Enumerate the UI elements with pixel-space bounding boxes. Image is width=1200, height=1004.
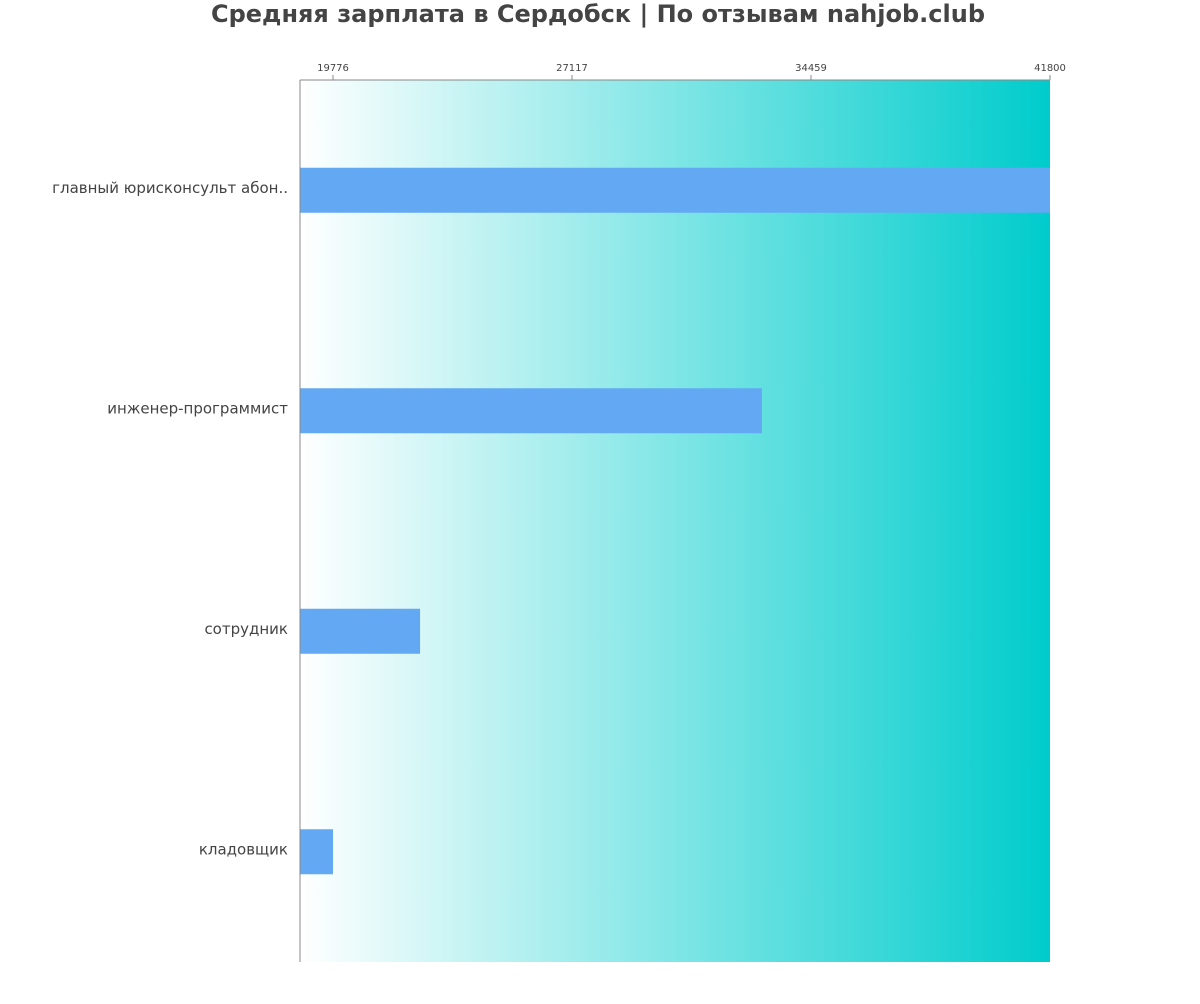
y-tick-label: инженер-программист — [107, 399, 288, 417]
bar — [300, 829, 334, 875]
x-tick-label: 34459 — [795, 63, 827, 74]
bar — [300, 167, 1050, 213]
chart-title: Средняя зарплата в Сердобск | По отзывам… — [211, 0, 985, 28]
x-tick-label: 41800 — [1034, 63, 1066, 74]
bar — [300, 388, 762, 434]
x-tick-label: 27117 — [556, 63, 588, 74]
x-tick-label: 19776 — [317, 63, 349, 74]
bar — [300, 608, 421, 654]
y-tick-label: кладовщик — [199, 840, 288, 858]
y-tick-label: сотрудник — [204, 620, 288, 638]
y-tick-label: главный юрисконсульт абон.. — [52, 179, 288, 197]
plot-background — [300, 80, 1050, 962]
